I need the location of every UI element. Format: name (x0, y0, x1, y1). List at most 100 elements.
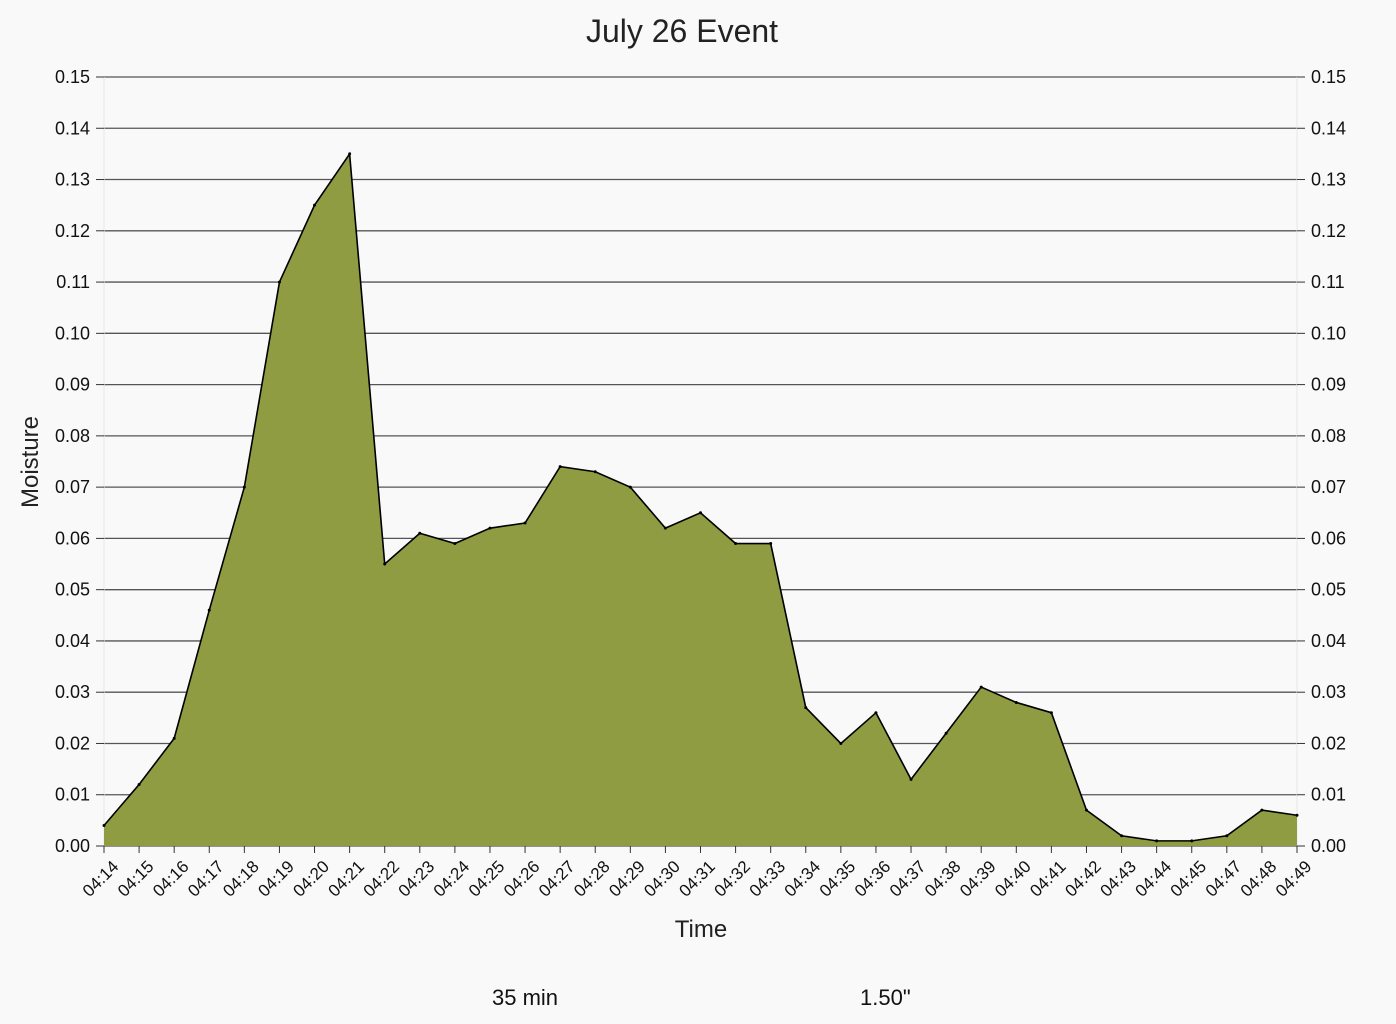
x-axis-label: Time (675, 916, 727, 943)
y-tick-label: 0.08 (55, 426, 90, 446)
x-tick-label: 04:25 (465, 857, 509, 901)
y-tick-label: 0.03 (55, 682, 90, 702)
x-tick-label: 04:37 (886, 857, 930, 901)
y-tick-label-right: 0.15 (1311, 67, 1346, 87)
x-tick-label: 04:44 (1132, 857, 1176, 901)
data-point (663, 526, 667, 530)
x-tick-label: 04:24 (430, 857, 474, 901)
data-point (418, 531, 422, 535)
x-tick-label: 04:36 (851, 857, 895, 901)
x-tick-label: 04:19 (254, 857, 298, 901)
x-tick-label: 04:47 (1202, 857, 1246, 901)
data-point (734, 542, 738, 546)
data-point (242, 485, 246, 489)
y-tick-label: 0.14 (55, 118, 90, 138)
y-tick-label-right: 0.03 (1311, 682, 1346, 702)
y-tick-label: 0.13 (55, 170, 90, 190)
moisture-area (104, 153, 1297, 846)
data-point (488, 526, 492, 530)
data-point (102, 823, 106, 827)
data-point (137, 782, 141, 786)
x-tick-label: 04:20 (289, 857, 333, 901)
x-tick-label: 04:15 (114, 857, 158, 901)
data-point (804, 706, 808, 710)
y-axis-right: 0.00 0.01 0.02 0.03 0.04 0.05 0.06 0.07 0.08 0.09… (1297, 67, 1346, 856)
y-tick-label: 0.04 (55, 631, 90, 651)
x-tick-label: 04:39 (956, 857, 1000, 901)
x-tick-label: 04:43 (1096, 857, 1140, 901)
y-tick-label-right: 0.08 (1311, 426, 1346, 446)
data-point (207, 608, 211, 612)
data-point (874, 711, 878, 715)
y-tick-label-right: 0.09 (1311, 375, 1346, 395)
data-point (348, 152, 352, 156)
data-point (523, 521, 527, 525)
y-tick-label-right: 0.04 (1311, 631, 1346, 651)
x-tick-label: 04:14 (79, 857, 123, 901)
event-rainfall: 1.50" (860, 985, 911, 1010)
data-point (1155, 839, 1159, 843)
y-tick-label-right: 0.01 (1311, 785, 1346, 805)
data-point (909, 777, 913, 781)
y-tick-label: 0.09 (55, 375, 90, 395)
data-point (769, 542, 773, 546)
data-point (979, 685, 983, 689)
y-tick-label: 0.02 (55, 733, 90, 753)
chart-title: July 26 Event (586, 13, 778, 49)
y-tick-label: 0.00 (55, 836, 90, 856)
y-tick-label-right: 0.10 (1311, 323, 1346, 343)
x-tick-label: 04:23 (395, 857, 439, 901)
x-tick-label: 04:34 (781, 857, 825, 901)
data-point (1190, 839, 1194, 843)
x-tick-label: 04:30 (640, 857, 684, 901)
x-tick-label: 04:33 (746, 857, 790, 901)
y-axis-label: Moisture (17, 416, 44, 508)
y-tick-label: 0.11 (56, 272, 90, 292)
y-tick-label: 0.07 (55, 477, 90, 497)
data-point (1225, 834, 1229, 838)
y-tick-label-right: 0.06 (1311, 528, 1346, 548)
x-tick-label: 04:45 (1167, 857, 1211, 901)
x-tick-label: 04:49 (1272, 857, 1316, 901)
y-tick-label-right: 0.00 (1311, 836, 1346, 856)
x-tick-label: 04:22 (360, 857, 404, 901)
data-point (1295, 813, 1299, 817)
data-point (593, 470, 597, 474)
data-point (699, 511, 702, 515)
data-point (558, 465, 562, 469)
x-axis: 04:1404:1504:1604:1704:1804:1904:2004:21… (79, 846, 1316, 901)
data-point (172, 736, 176, 740)
y-tick-label-right: 0.13 (1311, 170, 1346, 190)
y-tick-label-right: 0.07 (1311, 477, 1346, 497)
x-tick-label: 04:17 (184, 857, 228, 901)
y-tick-label: 0.06 (55, 528, 90, 548)
data-points (102, 152, 1299, 843)
data-point (1120, 834, 1124, 838)
y-tick-label: 0.12 (55, 221, 90, 241)
x-tick-label: 04:38 (921, 857, 965, 901)
y-tick-label: 0.10 (55, 323, 90, 343)
x-tick-label: 04:26 (500, 857, 544, 901)
y-tick-label-right: 0.11 (1311, 272, 1345, 292)
data-point (944, 731, 948, 735)
x-tick-label: 04:42 (1061, 857, 1105, 901)
x-tick-label: 04:21 (325, 857, 369, 901)
data-point (628, 485, 632, 489)
y-tick-label-right: 0.05 (1311, 580, 1346, 600)
x-tick-label: 04:16 (149, 857, 193, 901)
data-point (1084, 808, 1088, 812)
data-point (1049, 711, 1053, 715)
x-tick-label: 04:29 (605, 857, 649, 901)
data-point (313, 203, 317, 207)
x-tick-label: 04:28 (570, 857, 614, 901)
x-tick-label: 04:48 (1237, 857, 1281, 901)
y-tick-label-right: 0.14 (1311, 118, 1346, 138)
event-duration: 35 min (492, 985, 559, 1010)
moisture-area-chart: July 26 Event 0.00 0.01 0.02 0.03 0.04 0.05 0.… (17, 13, 1346, 943)
y-tick-label: 0.15 (55, 67, 90, 87)
x-tick-label: 04:32 (711, 857, 755, 901)
y-axis-left: 0.00 0.01 0.02 0.03 0.04 0.05 0.06 0.07 0.08 0.09… (55, 67, 104, 856)
data-point (383, 562, 387, 566)
y-tick-label: 0.05 (55, 580, 90, 600)
x-tick-label: 04:31 (675, 857, 719, 901)
